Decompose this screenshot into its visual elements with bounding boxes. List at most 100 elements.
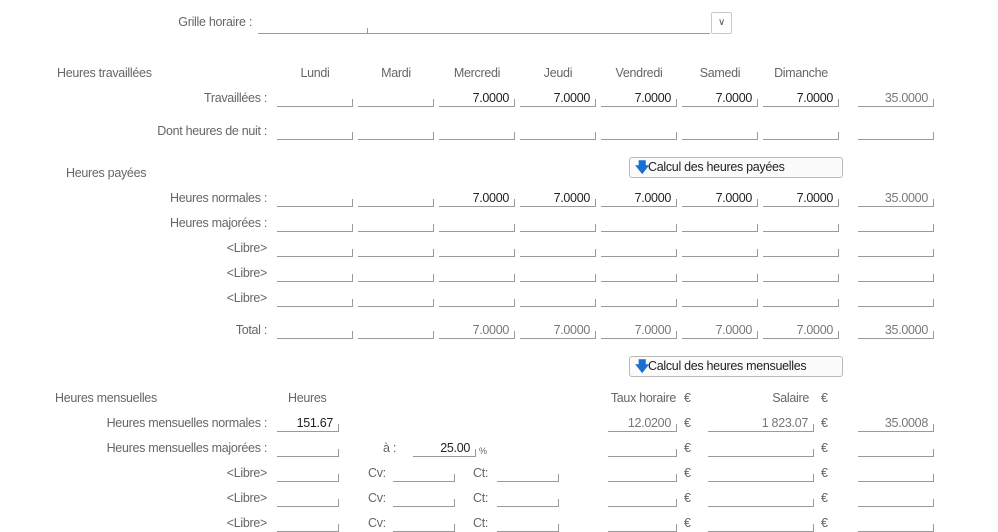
day-field[interactable] bbox=[439, 290, 515, 307]
taux-horaire-field[interactable] bbox=[608, 490, 677, 507]
majoration-field[interactable]: 25.00 bbox=[413, 440, 476, 457]
currency-label: € bbox=[684, 491, 691, 505]
row-label: <Libre> bbox=[226, 516, 268, 530]
day-field[interactable] bbox=[520, 123, 596, 140]
calcul-heures-payees-button[interactable]: 🡇 Calcul des heures payées bbox=[629, 157, 843, 178]
day-field[interactable] bbox=[358, 215, 434, 232]
arrow-down-icon: 🡇 bbox=[635, 159, 650, 175]
day-field[interactable]: 7.0000 bbox=[601, 190, 677, 207]
taux-horaire-field[interactable] bbox=[608, 515, 677, 532]
ct-field[interactable] bbox=[497, 465, 559, 482]
grille-horaire-combo[interactable] bbox=[258, 16, 710, 34]
ct-field[interactable] bbox=[497, 490, 559, 507]
ct-field[interactable] bbox=[497, 515, 559, 532]
currency-label: € bbox=[684, 416, 691, 430]
grille-dropdown-button[interactable]: ∨ bbox=[711, 12, 732, 34]
taux-horaire-field[interactable] bbox=[608, 440, 677, 457]
day-field[interactable]: 7.0000 bbox=[520, 190, 596, 207]
day-field[interactable] bbox=[358, 265, 434, 282]
day-field[interactable] bbox=[277, 265, 353, 282]
heures-field[interactable] bbox=[277, 465, 339, 482]
day-field bbox=[358, 322, 434, 339]
cv-field[interactable] bbox=[393, 515, 455, 532]
day-field[interactable] bbox=[682, 215, 758, 232]
currency-label: € bbox=[684, 441, 691, 455]
heures-field[interactable]: 151.67 bbox=[277, 415, 339, 432]
day-field[interactable]: 7.0000 bbox=[601, 90, 677, 107]
day-field[interactable] bbox=[682, 265, 758, 282]
day-field[interactable]: 7.0000 bbox=[439, 90, 515, 107]
day-field[interactable] bbox=[601, 290, 677, 307]
day-field[interactable]: 7.0000 bbox=[763, 190, 839, 207]
cv-field[interactable] bbox=[393, 490, 455, 507]
row-label: <Libre> bbox=[226, 291, 268, 305]
cv-label: Cv: bbox=[368, 466, 386, 480]
day-field[interactable]: 7.0000 bbox=[520, 90, 596, 107]
day-header-6: Dimanche bbox=[774, 66, 828, 80]
cv-field[interactable] bbox=[393, 465, 455, 482]
day-field[interactable] bbox=[358, 123, 434, 140]
row-label: Travaillées : bbox=[203, 91, 267, 105]
day-field[interactable] bbox=[682, 290, 758, 307]
day-field[interactable] bbox=[763, 123, 839, 140]
row-label: Total : bbox=[235, 323, 268, 337]
row-label: <Libre> bbox=[226, 241, 268, 255]
taux-horaire-field[interactable] bbox=[608, 465, 677, 482]
a-label: à : bbox=[383, 441, 396, 455]
day-field[interactable] bbox=[277, 215, 353, 232]
day-field[interactable]: 7.0000 bbox=[439, 190, 515, 207]
day-field[interactable] bbox=[520, 265, 596, 282]
total-field bbox=[858, 123, 934, 140]
salaire-field[interactable] bbox=[708, 490, 814, 507]
extra-field: 35.0008 bbox=[858, 415, 934, 432]
salaire-field[interactable] bbox=[708, 465, 814, 482]
day-field[interactable] bbox=[763, 215, 839, 232]
day-field[interactable] bbox=[520, 290, 596, 307]
day-field[interactable] bbox=[277, 190, 353, 207]
day-field[interactable] bbox=[763, 290, 839, 307]
day-field[interactable] bbox=[601, 215, 677, 232]
day-field[interactable]: 7.0000 bbox=[682, 190, 758, 207]
extra-field bbox=[858, 465, 934, 482]
ct-label: Ct: bbox=[473, 516, 489, 530]
day-field[interactable] bbox=[277, 90, 353, 107]
day-field[interactable] bbox=[358, 240, 434, 257]
day-field[interactable] bbox=[601, 123, 677, 140]
calcul-heures-mensuelles-button[interactable]: 🡇 Calcul des heures mensuelles bbox=[629, 356, 843, 377]
day-field[interactable] bbox=[277, 123, 353, 140]
salaire-field[interactable] bbox=[708, 440, 814, 457]
currency-label: € bbox=[821, 441, 828, 455]
day-header-2: Mercredi bbox=[453, 66, 501, 80]
section-heures-travaillees: Heures travaillées bbox=[57, 66, 152, 80]
day-field[interactable] bbox=[520, 215, 596, 232]
day-header-5: Samedi bbox=[699, 66, 741, 80]
heures-field[interactable] bbox=[277, 515, 339, 532]
day-field[interactable] bbox=[277, 240, 353, 257]
day-field[interactable] bbox=[358, 290, 434, 307]
currency-label: € bbox=[821, 491, 828, 505]
day-field[interactable] bbox=[763, 240, 839, 257]
total-field bbox=[858, 265, 934, 282]
day-field[interactable] bbox=[601, 240, 677, 257]
day-field[interactable] bbox=[439, 215, 515, 232]
day-field[interactable] bbox=[358, 190, 434, 207]
day-field bbox=[277, 322, 353, 339]
day-field[interactable] bbox=[439, 123, 515, 140]
day-field[interactable]: 7.0000 bbox=[682, 90, 758, 107]
day-field[interactable] bbox=[277, 290, 353, 307]
day-field[interactable] bbox=[520, 240, 596, 257]
heures-field[interactable] bbox=[277, 490, 339, 507]
day-field[interactable] bbox=[439, 265, 515, 282]
row-label: Heures mensuelles majorées : bbox=[106, 441, 268, 455]
day-field[interactable] bbox=[682, 240, 758, 257]
day-field[interactable] bbox=[601, 265, 677, 282]
day-field[interactable]: 7.0000 bbox=[763, 90, 839, 107]
extra-field bbox=[858, 440, 934, 457]
salaire-field: 1 823.07 bbox=[708, 415, 814, 432]
day-field[interactable] bbox=[358, 90, 434, 107]
day-field[interactable] bbox=[763, 265, 839, 282]
day-field[interactable] bbox=[439, 240, 515, 257]
heures-field[interactable] bbox=[277, 440, 339, 457]
day-field[interactable] bbox=[682, 123, 758, 140]
salaire-field[interactable] bbox=[708, 515, 814, 532]
